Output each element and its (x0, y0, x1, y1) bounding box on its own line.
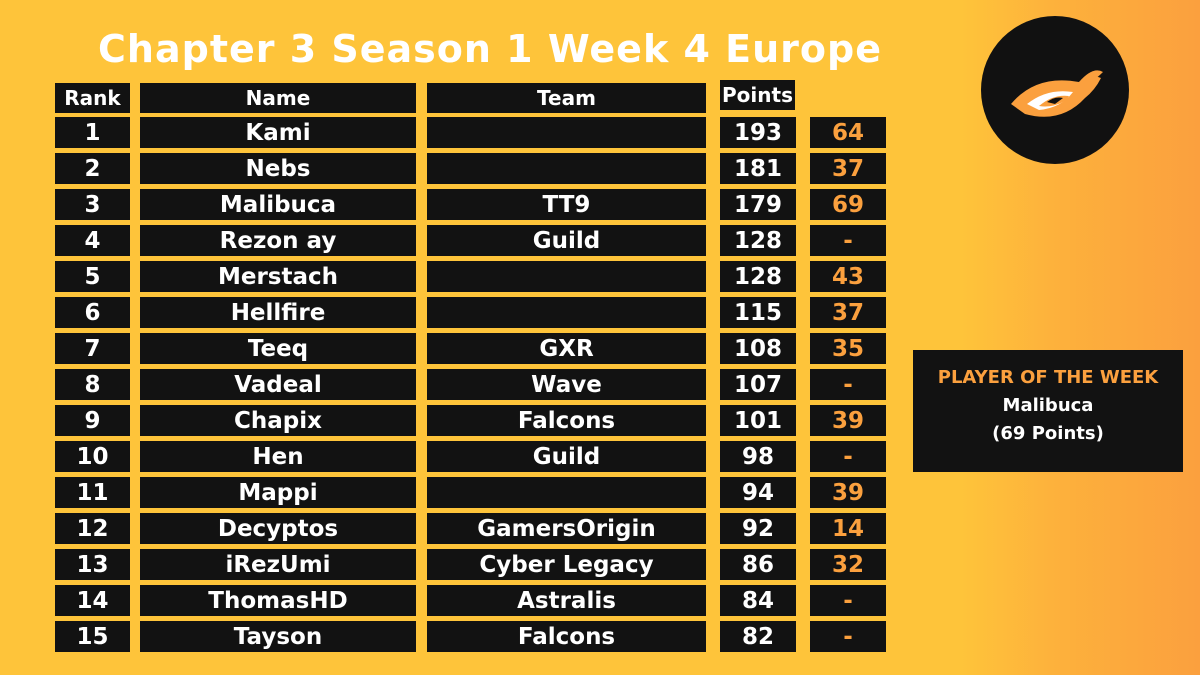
row-rank-cell: 8 (55, 369, 130, 400)
header-rank: Rank (55, 83, 130, 113)
row-rank-cell: 1 (55, 117, 130, 148)
row-points-cell: 86 (720, 549, 796, 580)
player-of-the-week: PLAYER OF THE WEEK Malibuca (69 Points) (913, 350, 1183, 472)
row-points-cell: 98 (720, 441, 796, 472)
row-rank-cell: 9 (55, 405, 130, 436)
row-change-cell: 64 (810, 117, 886, 148)
row-team-cell: Falcons (427, 405, 706, 436)
row-change-cell: 39 (810, 405, 886, 436)
row-rank-cell: 3 (55, 189, 130, 220)
row-team-cell: Guild (427, 225, 706, 256)
row-rank-cell: 15 (55, 621, 130, 652)
row-change-cell: - (810, 441, 886, 472)
row-rank-cell: 2 (55, 153, 130, 184)
row-team-cell: GXR (427, 333, 706, 364)
row-points-cell: 107 (720, 369, 796, 400)
row-change-cell: 43 (810, 261, 886, 292)
logo (981, 16, 1129, 164)
eye-logo-icon (1011, 70, 1103, 117)
row-name-cell: Rezon ay (140, 225, 416, 256)
row-team-cell: Falcons (427, 621, 706, 652)
row-team-cell (427, 261, 706, 292)
row-team-cell (427, 117, 706, 148)
row-team-cell: Astralis (427, 585, 706, 616)
row-name-cell: Vadeal (140, 369, 416, 400)
row-rank-cell: 13 (55, 549, 130, 580)
row-team-cell (427, 477, 706, 508)
row-name-cell: Malibuca (140, 189, 416, 220)
header-name: Name (140, 83, 416, 113)
row-name-cell: Kami (140, 117, 416, 148)
row-points-cell: 94 (720, 477, 796, 508)
row-points-cell: 84 (720, 585, 796, 616)
row-change-cell: 35 (810, 333, 886, 364)
row-change-cell: 69 (810, 189, 886, 220)
potw-points: (69 Points) (992, 423, 1104, 444)
row-points-cell: 82 (720, 621, 796, 652)
row-name-cell: Hellfire (140, 297, 416, 328)
potw-heading: PLAYER OF THE WEEK (937, 367, 1159, 388)
header-points: Points (720, 80, 795, 110)
row-team-cell: Cyber Legacy (427, 549, 706, 580)
row-name-cell: Chapix (140, 405, 416, 436)
row-name-cell: Teeq (140, 333, 416, 364)
row-points-cell: 193 (720, 117, 796, 148)
row-rank-cell: 12 (55, 513, 130, 544)
row-name-cell: iRezUmi (140, 549, 416, 580)
row-points-cell: 92 (720, 513, 796, 544)
row-points-cell: 128 (720, 261, 796, 292)
row-team-cell (427, 153, 706, 184)
row-points-cell: 179 (720, 189, 796, 220)
row-rank-cell: 14 (55, 585, 130, 616)
row-change-cell: 39 (810, 477, 886, 508)
row-name-cell: Merstach (140, 261, 416, 292)
row-change-cell: - (810, 225, 886, 256)
row-team-cell: Guild (427, 441, 706, 472)
row-change-cell: 32 (810, 549, 886, 580)
row-name-cell: ThomasHD (140, 585, 416, 616)
row-name-cell: Hen (140, 441, 416, 472)
row-change-cell: - (810, 585, 886, 616)
row-team-cell: TT9 (427, 189, 706, 220)
row-rank-cell: 11 (55, 477, 130, 508)
row-name-cell: Nebs (140, 153, 416, 184)
row-change-cell: 37 (810, 297, 886, 328)
row-points-cell: 128 (720, 225, 796, 256)
row-change-cell: - (810, 369, 886, 400)
row-points-cell: 101 (720, 405, 796, 436)
row-name-cell: Decyptos (140, 513, 416, 544)
row-rank-cell: 5 (55, 261, 130, 292)
header-team: Team (427, 83, 706, 113)
row-change-cell: - (810, 621, 886, 652)
row-rank-cell: 10 (55, 441, 130, 472)
row-points-cell: 181 (720, 153, 796, 184)
row-team-cell: GamersOrigin (427, 513, 706, 544)
row-team-cell (427, 297, 706, 328)
row-rank-cell: 6 (55, 297, 130, 328)
row-team-cell: Wave (427, 369, 706, 400)
row-name-cell: Tayson (140, 621, 416, 652)
row-rank-cell: 7 (55, 333, 130, 364)
row-change-cell: 14 (810, 513, 886, 544)
row-change-cell: 37 (810, 153, 886, 184)
row-points-cell: 115 (720, 297, 796, 328)
row-points-cell: 108 (720, 333, 796, 364)
row-name-cell: Mappi (140, 477, 416, 508)
page-title: Chapter 3 Season 1 Week 4 Europe (98, 27, 882, 71)
potw-name: Malibuca (1002, 395, 1094, 416)
row-rank-cell: 4 (55, 225, 130, 256)
